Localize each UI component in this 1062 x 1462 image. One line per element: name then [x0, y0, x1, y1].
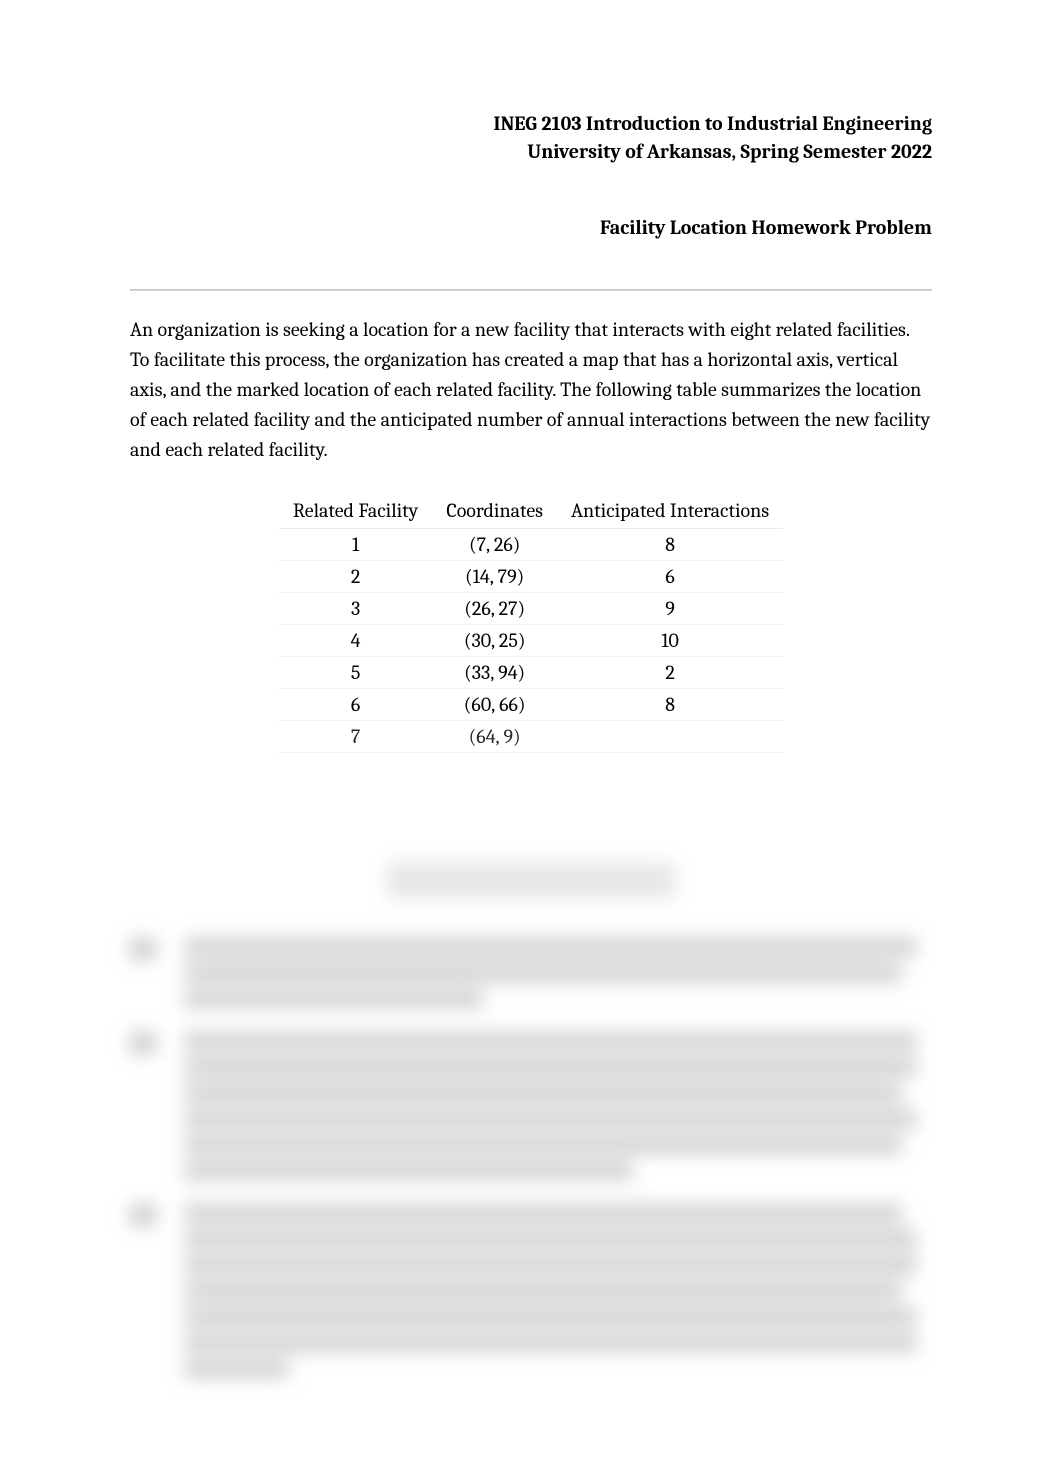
intro-paragraph: An organization is seeking a location fo…: [130, 315, 932, 465]
blurred-question-label: [130, 938, 156, 960]
institution-line: University of Arkansas, Spring Semester …: [130, 138, 932, 166]
table-row: 1 (7, 26) 8: [279, 529, 783, 561]
blurred-question-label: [130, 1032, 156, 1054]
table-header-row: Related Facility Coordinates Anticipated…: [279, 493, 783, 529]
blur-line: [184, 990, 483, 1008]
blurred-question: [130, 938, 932, 1016]
cell-coords: (7, 26): [432, 529, 557, 561]
blur-line: [184, 1136, 902, 1154]
cell-facility: 1: [279, 529, 432, 561]
blur-line: [184, 938, 917, 956]
cell-facility: 4: [279, 625, 432, 657]
blur-cell: [387, 863, 480, 898]
cell-coords: (33, 94): [432, 657, 557, 689]
blur-line: [184, 1204, 902, 1222]
blurred-question-body: [184, 1032, 932, 1188]
col-header-coordinates: Coordinates: [432, 493, 557, 529]
blur-line: [184, 1282, 902, 1300]
cell-facility: 6: [279, 689, 432, 721]
blur-line: [184, 1058, 917, 1076]
blur-line: [184, 1162, 633, 1180]
blurred-question: [130, 1032, 932, 1188]
cell-interactions: [557, 721, 783, 753]
table-body: 1 (7, 26) 8 2 (14, 79) 6 3 (26, 27) 9 4 …: [279, 529, 783, 753]
facility-table: Related Facility Coordinates Anticipated…: [279, 493, 783, 753]
table-row: 4 (30, 25) 10: [279, 625, 783, 657]
blurred-summary-table: [387, 863, 675, 898]
cell-interactions: 9: [557, 593, 783, 625]
cell-interactions: 8: [557, 529, 783, 561]
blur-line: [184, 1110, 917, 1128]
cell-coords: (60, 66): [432, 689, 557, 721]
col-header-interactions: Anticipated Interactions: [557, 493, 783, 529]
blur-line: [184, 1360, 289, 1378]
blur-cell: [480, 863, 582, 898]
table-row-cutoff: 7 (64, 9): [279, 721, 783, 753]
cell-facility: 5: [279, 657, 432, 689]
cell-interactions: 6: [557, 561, 783, 593]
cell-facility: 7: [279, 721, 432, 753]
blurred-question: [130, 1204, 932, 1386]
table-row: 6 (60, 66) 8: [279, 689, 783, 721]
table-row: 3 (26, 27) 9: [279, 593, 783, 625]
cell-coords: (30, 25): [432, 625, 557, 657]
blur-line: [184, 1230, 917, 1248]
table-row: 5 (33, 94) 2: [279, 657, 783, 689]
document-header: INEG 2103 Introduction to Industrial Eng…: [130, 110, 932, 239]
cell-coords: (26, 27): [432, 593, 557, 625]
cell-coords: (64, 9): [432, 721, 557, 753]
blurred-question-body: [184, 938, 932, 1016]
blurred-question-label: [130, 1204, 156, 1226]
blurred-content: [130, 863, 932, 1386]
blur-line: [184, 1256, 917, 1274]
cell-facility: 3: [279, 593, 432, 625]
col-header-facility: Related Facility: [279, 493, 432, 529]
blur-cell: [582, 863, 675, 898]
cell-facility: 2: [279, 561, 432, 593]
problem-title: Facility Location Homework Problem: [130, 216, 932, 239]
blur-line: [184, 964, 902, 982]
horizontal-divider: [130, 289, 932, 291]
course-title: INEG 2103 Introduction to Industrial Eng…: [130, 110, 932, 138]
blur-line: [184, 1334, 917, 1352]
cell-interactions: 8: [557, 689, 783, 721]
cell-interactions: 2: [557, 657, 783, 689]
cell-interactions: 10: [557, 625, 783, 657]
table-row: 2 (14, 79) 6: [279, 561, 783, 593]
blurred-question-body: [184, 1204, 932, 1386]
blur-line: [184, 1032, 917, 1050]
blur-line: [184, 1084, 902, 1102]
blur-line: [184, 1308, 917, 1326]
cell-coords: (14, 79): [432, 561, 557, 593]
